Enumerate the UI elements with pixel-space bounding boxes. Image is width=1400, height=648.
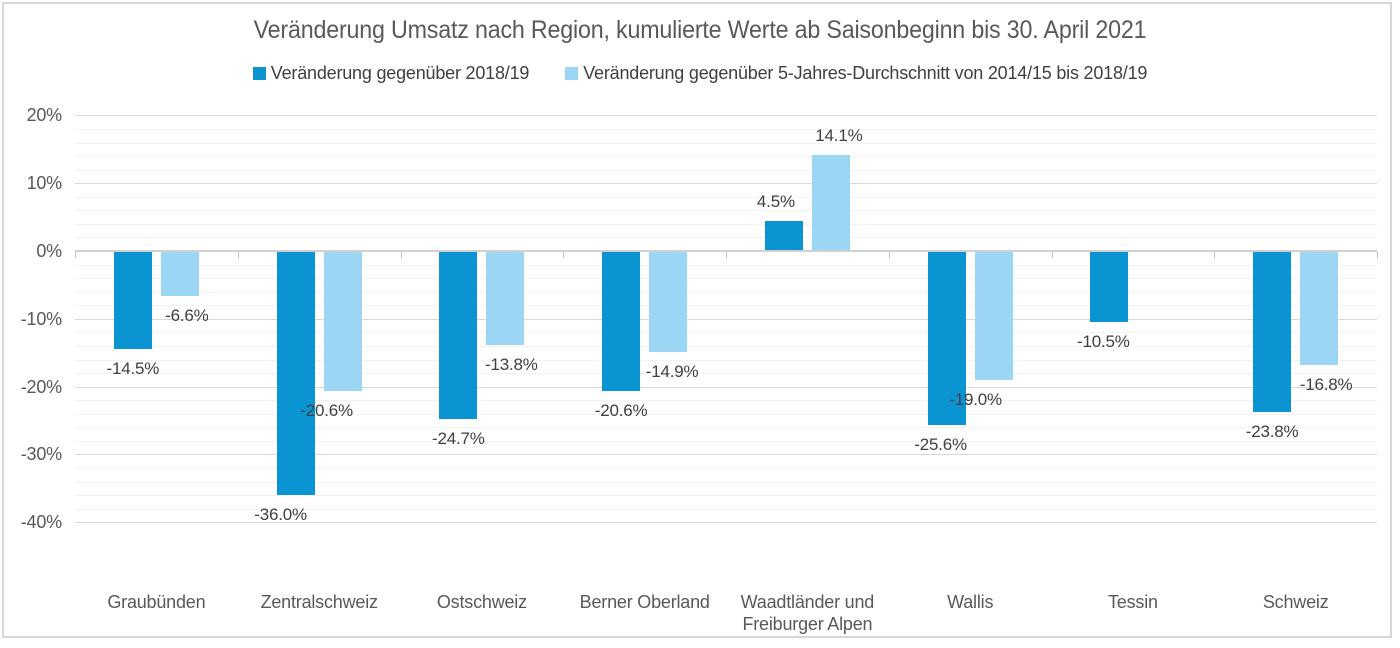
- bar-light-5: [974, 251, 1013, 380]
- data-label: -24.7%: [432, 428, 485, 448]
- axis-tick: [1377, 252, 1378, 258]
- legend-swatch-dark-blue: [252, 67, 266, 80]
- gridline-minor: [75, 156, 1377, 158]
- bar-light-1: [323, 251, 362, 391]
- data-label: -16.8%: [1299, 374, 1353, 394]
- data-label: 4.5%: [756, 191, 795, 211]
- category-label: Graubünden: [107, 592, 206, 612]
- axis-tick: [888, 252, 890, 258]
- gridline-minor: [75, 278, 1377, 280]
- data-label: -13.8%: [485, 354, 538, 374]
- gridline-major: [75, 386, 1377, 388]
- y-axis-label: 0%: [36, 241, 62, 261]
- gridline-minor: [75, 291, 1377, 293]
- bar-light-7: [1300, 251, 1339, 365]
- gridline-major: [75, 318, 1377, 320]
- legend-swatch-light-blue: [565, 67, 579, 80]
- bar-dark-1: [276, 251, 315, 496]
- category-label: Waadtländer und Freiburger Alpen: [740, 592, 875, 634]
- bar-dark-7: [1253, 251, 1292, 413]
- gridline-minor: [75, 495, 1377, 497]
- gridline-major: [75, 115, 1377, 117]
- zero-axis-line: [75, 250, 1377, 252]
- gridline-minor: [75, 305, 1377, 307]
- gridline-minor: [75, 169, 1377, 171]
- gridline-major: [75, 454, 1377, 456]
- bar-light-0: [160, 251, 199, 296]
- data-label: -19.0%: [949, 389, 1002, 409]
- axis-tick: [726, 252, 727, 258]
- bar-light-3: [649, 251, 688, 352]
- y-axis-label: 10%: [26, 173, 63, 194]
- category-label: Ostschweiz: [436, 592, 527, 612]
- y-axis-label: -30%: [20, 444, 62, 465]
- gridline-minor: [75, 223, 1377, 225]
- data-label: -20.6%: [300, 400, 353, 420]
- data-label: -25.6%: [914, 434, 967, 454]
- bar-dark-0: [113, 251, 152, 350]
- category-label: Berner Oberland: [579, 592, 710, 612]
- data-label: -36.0%: [254, 505, 307, 525]
- category-label: Schweiz: [1262, 592, 1329, 612]
- gridline-minor: [75, 129, 1377, 130]
- gridline-minor: [75, 373, 1377, 374]
- bar-dark-6: [1090, 251, 1129, 323]
- gridline-major: [75, 522, 1377, 524]
- gridline-minor: [75, 413, 1377, 415]
- axis-tick: [400, 252, 402, 258]
- category-label: Wallis: [947, 592, 994, 612]
- data-label: -14.5%: [106, 359, 160, 379]
- gridline-minor: [75, 210, 1377, 212]
- bar-dark-4: [764, 220, 803, 251]
- gridline-minor: [75, 468, 1377, 469]
- bar-dark-3: [602, 251, 641, 391]
- gridline-minor: [75, 427, 1377, 429]
- gridline-minor: [75, 481, 1377, 483]
- axis-tick: [1051, 252, 1053, 258]
- gridline-minor: [75, 332, 1377, 334]
- gridline-major: [75, 183, 1377, 185]
- chart-title: Veränderung Umsatz nach Region, kumulier…: [253, 16, 1147, 44]
- gridline-minor: [75, 400, 1377, 402]
- data-label: -6.6%: [165, 305, 209, 325]
- gridline-minor: [75, 345, 1377, 347]
- gridline-minor: [75, 264, 1377, 266]
- category-label: Tessin: [1107, 592, 1158, 612]
- legend-label-5yr-avg: Veränderung gegenüber 5-Jahres-Durchschn…: [583, 63, 1148, 83]
- bar-dark-5: [927, 251, 966, 425]
- gridline-minor: [75, 440, 1377, 442]
- bar-dark-2: [439, 251, 478, 419]
- axis-tick: [1214, 252, 1216, 258]
- gridline-minor: [75, 508, 1377, 510]
- bar-light-2: [486, 251, 525, 345]
- data-label: -20.6%: [594, 400, 648, 420]
- data-label: -14.9%: [645, 362, 699, 381]
- legend-item-5yr-avg: Veränderung gegenüber 5-Jahres-Durchschn…: [565, 63, 1147, 84]
- y-axis-label: 20%: [26, 105, 63, 126]
- legend-label-2018-19: Veränderung gegenüber 2018/19: [270, 63, 530, 83]
- axis-tick: [563, 252, 565, 258]
- y-axis-label: -10%: [20, 308, 62, 329]
- legend-item-2018-19: Veränderung gegenüber 2018/19: [252, 63, 530, 84]
- legend: Veränderung gegenüber 2018/19 Veränderun…: [0, 63, 1400, 84]
- category-label: Zentralschweiz: [260, 592, 378, 612]
- data-label: -10.5%: [1077, 332, 1130, 352]
- axis-tick: [75, 252, 76, 258]
- axis-tick: [237, 252, 239, 258]
- data-label: -23.8%: [1245, 422, 1299, 442]
- bar-light-4: [811, 155, 850, 251]
- y-axis-label: -20%: [20, 376, 62, 397]
- gridline-minor: [75, 142, 1377, 144]
- gridline-minor: [75, 196, 1377, 198]
- gridline-minor: [75, 359, 1377, 361]
- y-axis-label: -40%: [20, 512, 62, 533]
- data-label: 14.1%: [815, 126, 863, 146]
- gridline-minor: [75, 237, 1377, 239]
